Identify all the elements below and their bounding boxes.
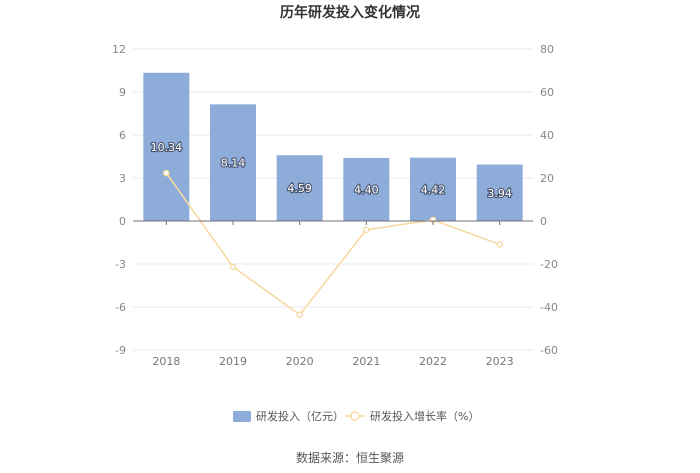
legend-bar-swatch (233, 411, 251, 422)
y-left-tick-label: 0 (119, 215, 126, 228)
y-left-tick-label: 3 (119, 172, 126, 185)
bar-value-label: 4.40 (354, 183, 379, 196)
x-tick-label: 2021 (352, 355, 380, 368)
bar[interactable] (143, 72, 190, 221)
line-point[interactable] (163, 169, 170, 177)
legend-item-bar[interactable]: 研发投入（亿元） (233, 409, 344, 423)
grid-lines (133, 48, 533, 351)
y-left-tick-label: 6 (119, 129, 126, 142)
y-left-tick-label: -6 (115, 301, 126, 314)
y-right-tick-label: -20 (540, 258, 558, 271)
bar-value-label: 8.14 (221, 157, 246, 170)
x-tick-label: 2023 (486, 355, 514, 368)
x-tick-label: 2022 (419, 355, 447, 368)
x-tick-label: 2018 (152, 355, 180, 368)
y-axis-left: 12 9 6 3 0 -3 -6 -9 (112, 43, 126, 357)
y-left-tick-label: 9 (119, 86, 126, 99)
bar-value-label: 3.94 (487, 187, 512, 200)
y-right-tick-label: 40 (540, 129, 554, 142)
legend-item-line[interactable]: 研发投入增长率（%） (345, 409, 479, 423)
x-tick-label: 2019 (219, 355, 247, 368)
bar[interactable] (476, 164, 523, 221)
bar-value-label: 4.42 (421, 183, 446, 196)
bar[interactable] (210, 104, 256, 221)
y-left-tick-label: -3 (115, 258, 126, 271)
x-axis: 2018 2019 2020 2021 2022 2023 (133, 220, 533, 368)
bar-value-label: 10.34 (151, 141, 183, 154)
y-right-tick-label: 20 (540, 172, 554, 185)
y-right-tick-label: -40 (540, 301, 558, 314)
y-right-tick-label: 0 (540, 215, 547, 228)
chart-title: 历年研发投入变化情况 (280, 4, 420, 21)
y-axis-right: 80 60 40 20 0 -20 -40 -60 (540, 43, 558, 357)
bar[interactable] (343, 157, 390, 221)
bar[interactable] (276, 155, 323, 221)
legend-line-label: 研发投入增长率（%） (370, 409, 479, 423)
source-note: 数据来源：恒生聚源 (296, 450, 404, 465)
y-right-tick-label: -60 (540, 344, 558, 357)
y-left-tick-label: 12 (112, 43, 126, 56)
bar-labels: 10.34 8.14 4.59 4.40 4.42 3.94 (149, 140, 513, 201)
line-point[interactable] (296, 311, 303, 319)
bar[interactable] (410, 157, 456, 221)
legend[interactable]: 研发投入（亿元） 研发投入增长率（%） (233, 409, 479, 423)
y-left-tick-label: -9 (115, 344, 126, 357)
line-point[interactable] (363, 226, 370, 234)
x-tick-label: 2020 (286, 355, 314, 368)
growth-line (165, 172, 500, 316)
legend-bar-label: 研发投入（亿元） (256, 409, 344, 423)
y-right-tick-label: 60 (540, 86, 554, 99)
bar-series (143, 72, 523, 221)
legend-line-marker (350, 411, 360, 421)
line-point[interactable] (229, 263, 237, 271)
y-right-tick-label: 80 (540, 43, 554, 56)
line-series (163, 169, 503, 319)
bar-value-label: 4.59 (287, 182, 312, 195)
line-point[interactable] (496, 241, 503, 248)
